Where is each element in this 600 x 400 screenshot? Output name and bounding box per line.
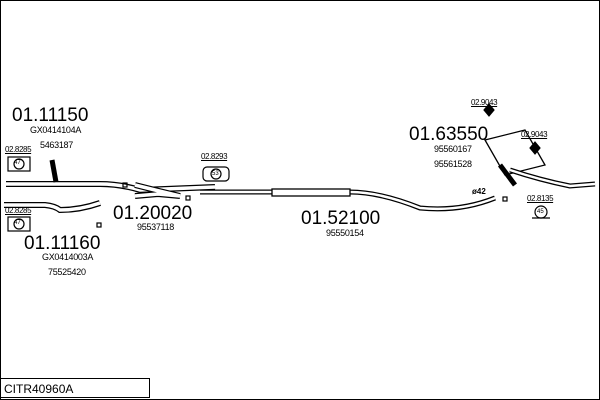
accessory-number: 02.8293 <box>201 152 228 161</box>
part-number: 01.63550 <box>409 124 489 145</box>
diagram-code: CITR40960A <box>0 378 150 398</box>
part-ref: 95550154 <box>326 228 364 238</box>
part-ref: 75525420 <box>48 267 86 277</box>
middle-silencer <box>271 188 351 197</box>
part-ref: GX0414104A <box>30 125 82 135</box>
accessory-number: 02.8285 <box>5 206 32 215</box>
part-ref: 95561528 <box>434 159 472 169</box>
front-pipe-upper-stub <box>49 159 59 183</box>
part-ref: 95537118 <box>137 222 174 232</box>
clamp-icons <box>7 103 550 232</box>
accessory-number: 02.8285 <box>5 145 32 154</box>
accessory-number: 02.9043 <box>471 98 498 107</box>
part-number: 01.11160 <box>24 233 101 254</box>
clamp-symbol: 53 <box>212 171 219 177</box>
accessory-number: 02.9043 <box>521 130 548 139</box>
part-ref: 95560167 <box>434 144 472 154</box>
diameter-label: ø42 <box>472 187 486 196</box>
part-number: 01.11150 <box>12 105 89 126</box>
accessory-number: 02.8135 <box>527 194 554 203</box>
part-ref: GX0414003A <box>42 252 94 262</box>
part-ref: 5463187 <box>40 140 73 150</box>
clamp-symbol: 47 <box>14 160 21 166</box>
rear-silencer <box>484 129 546 176</box>
part-number: 01.52100 <box>301 208 381 229</box>
clamp-symbol: 45 <box>537 209 544 215</box>
clamp-symbol: 47 <box>14 220 21 226</box>
part-number: 01.20020 <box>113 203 193 224</box>
